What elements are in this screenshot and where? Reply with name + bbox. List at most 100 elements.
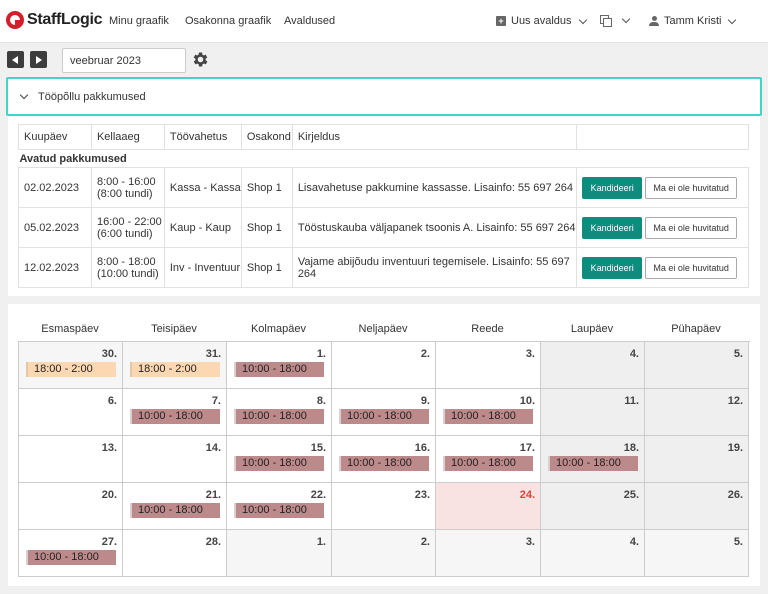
calendar-day-cell[interactable]: 21. 10:00 - 18:00 <box>123 483 227 530</box>
day-number: 7. <box>211 395 221 407</box>
offer-description: Tööstuskauba väljapanek tsoonis A. Lisai… <box>291 207 578 248</box>
shift-block[interactable]: 10:00 - 18:00 <box>339 409 429 424</box>
calendar-day-cell[interactable]: 8. 10:00 - 18:00 <box>227 389 332 436</box>
day-number: 22. <box>310 489 326 501</box>
offer-duration: (8:00 tundi) <box>96 187 153 200</box>
shift-block[interactable]: 10:00 - 18:00 <box>443 409 533 424</box>
day-number: 10. <box>519 395 535 407</box>
weekday-header: Reede <box>471 323 504 335</box>
month-picker-input[interactable] <box>62 48 186 73</box>
shift-block[interactable]: 18:00 - 2:00 <box>130 362 220 377</box>
offer-description: Vajame abijõudu inventuuri tegemisele. L… <box>291 247 578 288</box>
calendar-day-cell[interactable]: 3. <box>436 530 541 577</box>
calendar-day-cell[interactable]: 13. <box>19 436 123 483</box>
calendar-day-cell[interactable]: 17. 10:00 - 18:00 <box>436 436 541 483</box>
chevron-down-icon <box>728 15 737 24</box>
day-number: 4. <box>629 536 639 548</box>
calendar-day-cell[interactable]: 16. 10:00 - 18:00 <box>332 436 436 483</box>
calendar-day-cell[interactable]: 15. 10:00 - 18:00 <box>227 436 332 483</box>
offer-row: 02.02.2023 8:00 - 16:00 (8:00 tundi) Kassa … <box>18 167 749 208</box>
day-number: 27. <box>101 536 117 548</box>
apply-button[interactable]: Kandideeri <box>582 256 643 279</box>
user-menu[interactable]: Tamm Kristi <box>649 15 737 27</box>
shift-block[interactable]: 10:00 - 18:00 <box>339 456 429 471</box>
nav-my-schedule[interactable]: Minu graafik <box>109 15 169 27</box>
weekday-header: Teisipäev <box>151 323 197 335</box>
not-interested-button[interactable]: Ma ei ole huvitatud <box>645 256 738 279</box>
offer-shift: Kaup - Kaup <box>163 207 242 248</box>
calendar-day-cell[interactable]: 1. 10:00 - 18:00 <box>227 342 332 389</box>
col-time[interactable]: Kellaaeg <box>90 124 165 150</box>
shift-block[interactable]: 10:00 - 18:00 <box>234 409 324 424</box>
not-interested-button[interactable]: Ma ei ole huvitatud <box>645 216 738 239</box>
calendar-day-cell[interactable]: 31. 18:00 - 2:00 <box>123 342 227 389</box>
shift-block[interactable]: 10:00 - 18:00 <box>26 550 116 565</box>
col-shift[interactable]: Töövahetus <box>163 124 242 150</box>
calendar-day-cell[interactable]: 1. <box>227 530 332 577</box>
not-interested-button[interactable]: Ma ei ole huvitatud <box>645 176 738 199</box>
shift-block[interactable]: 10:00 - 18:00 <box>234 456 324 471</box>
calendar-day-cell[interactable]: 7. 10:00 - 18:00 <box>123 389 227 436</box>
day-number: 18. <box>623 442 639 454</box>
calendar-day-cell[interactable]: 24. <box>436 483 541 530</box>
calendar-day-cell[interactable]: 19. <box>645 436 749 483</box>
calendar-day-cell[interactable]: 30. 18:00 - 2:00 <box>19 342 123 389</box>
calendar-day-cell[interactable]: 9. 10:00 - 18:00 <box>332 389 436 436</box>
shift-block[interactable]: 18:00 - 2:00 <box>26 362 116 377</box>
offer-row: 12.02.2023 8:00 - 18:00 (10:00 tundi) Inv -… <box>18 247 749 288</box>
shift-block[interactable]: 10:00 - 18:00 <box>234 503 324 518</box>
new-request-menu[interactable]: + Uus avaldus <box>496 15 587 27</box>
shift-block[interactable]: 10:00 - 18:00 <box>548 456 638 471</box>
calendar-day-cell[interactable]: 12. <box>645 389 749 436</box>
nav-requests[interactable]: Avaldused <box>284 15 336 27</box>
calendar-day-cell[interactable]: 6. <box>19 389 123 436</box>
day-number: 24. <box>519 489 535 501</box>
offer-time-range: 16:00 - 22:00 <box>96 215 162 228</box>
calendar-day-cell[interactable]: 14. <box>123 436 227 483</box>
calendar-day-cell[interactable]: 26. <box>645 483 749 530</box>
calendar-day-cell[interactable]: 5. <box>645 342 749 389</box>
calendar-day-cell[interactable]: 11. <box>541 389 645 436</box>
day-number: 28. <box>205 536 221 548</box>
offer-department: Shop 1 <box>240 207 293 248</box>
calendar-day-cell[interactable]: 5. <box>645 530 749 577</box>
calendar-day-cell[interactable]: 3. <box>436 342 541 389</box>
calendar-day-cell[interactable]: 2. <box>332 530 436 577</box>
calendar-card: Esmaspäev Teisipäev Kolmapäev Neljapäev Reed… <box>8 304 760 586</box>
offer-time: 16:00 - 22:00 (6:00 tundi) <box>90 207 165 248</box>
calendar-day-cell[interactable]: 4. <box>541 530 645 577</box>
stafflogic-logo[interactable]: StaffLogic <box>6 11 103 29</box>
gear-icon[interactable] <box>191 50 210 69</box>
calendar-day-cell[interactable]: 25. <box>541 483 645 530</box>
col-department[interactable]: Osakond <box>240 124 293 150</box>
offers-table: Kuupäev Kellaaeg Töövahetus Osakond Kirj… <box>18 124 749 288</box>
calendar-day-cell[interactable]: 27. 10:00 - 18:00 <box>19 530 123 577</box>
calendar-day-cell[interactable]: 4. <box>541 342 645 389</box>
next-month-button[interactable] <box>30 51 47 68</box>
calendar-day-cell[interactable]: 18. 10:00 - 18:00 <box>541 436 645 483</box>
weekday-header: Kolmapäev <box>250 323 307 335</box>
shift-block[interactable]: 10:00 - 18:00 <box>130 503 220 518</box>
shift-block[interactable]: 10:00 - 18:00 <box>234 362 324 377</box>
shift-block[interactable]: 10:00 - 18:00 <box>443 456 533 471</box>
col-date[interactable]: Kuupäev <box>18 124 92 150</box>
copy-menu[interactable] <box>600 14 631 27</box>
day-number: 20. <box>101 489 117 501</box>
apply-button[interactable]: Kandideeri <box>582 216 643 239</box>
previous-month-button[interactable] <box>7 51 24 68</box>
calendar-day-cell[interactable]: 2. <box>332 342 436 389</box>
day-number: 16. <box>414 442 430 454</box>
calendar-day-cell[interactable]: 20. <box>19 483 123 530</box>
calendar-day-cell[interactable]: 10. 10:00 - 18:00 <box>436 389 541 436</box>
shift-block[interactable]: 10:00 - 18:00 <box>130 409 220 424</box>
apply-button[interactable]: Kandideeri <box>582 176 643 199</box>
calendar-day-cell[interactable]: 23. <box>332 483 436 530</box>
user-name: Tamm Kristi <box>664 15 722 27</box>
day-number: 5. <box>733 348 743 360</box>
copy-icon <box>600 15 612 27</box>
calendar-day-cell[interactable]: 22. 10:00 - 18:00 <box>227 483 332 530</box>
nav-department-schedule[interactable]: Osakonna graafik <box>185 15 272 27</box>
calendar-day-cell[interactable]: 28. <box>123 530 227 577</box>
col-description[interactable]: Kirjeldus <box>291 124 578 150</box>
offers-panel-toggle[interactable]: Tööpõllu pakkumused <box>6 77 762 116</box>
